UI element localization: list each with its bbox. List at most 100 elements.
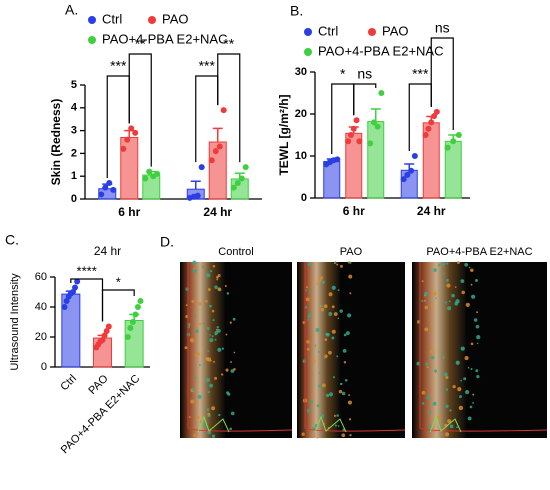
- speckle: [430, 355, 435, 360]
- speckle: [444, 301, 447, 304]
- y-tick-label: 5: [71, 79, 77, 91]
- speckle: [224, 285, 227, 288]
- speckle: [211, 406, 216, 411]
- error-bar: [370, 108, 381, 122]
- data-point: [72, 284, 79, 291]
- speckle: [435, 297, 437, 299]
- speckle: [216, 275, 219, 279]
- significance-bracket: [430, 37, 454, 130]
- speckle: [449, 409, 452, 412]
- speckle: [343, 333, 347, 337]
- speckle: [443, 272, 446, 275]
- speckle: [336, 414, 339, 417]
- data-point: [404, 171, 411, 178]
- speckle: [305, 289, 308, 292]
- speckle: [191, 299, 195, 303]
- speckle: [465, 390, 468, 393]
- speckle: [214, 338, 217, 341]
- data-point: [132, 129, 139, 136]
- speckle: [197, 394, 202, 399]
- speckle: [424, 305, 429, 310]
- speckle: [211, 335, 214, 338]
- speckle: [460, 379, 463, 382]
- speckle: [215, 328, 218, 331]
- speckle: [323, 357, 326, 360]
- significance-label: ns: [357, 66, 372, 82]
- speckle: [473, 318, 478, 322]
- speckle: [432, 401, 437, 406]
- speckle: [197, 301, 202, 306]
- speckle: [449, 424, 454, 429]
- data-point: [411, 153, 418, 159]
- x-tick-label: Ctrl: [58, 373, 79, 394]
- speckle: [441, 262, 446, 266]
- speckle: [207, 288, 211, 292]
- speckle: [209, 269, 213, 273]
- bar: [367, 121, 385, 199]
- trace-line: [187, 262, 293, 432]
- data-point: [194, 192, 201, 199]
- speckle: [305, 286, 308, 289]
- speckle: [211, 434, 216, 438]
- ultrasound-image: [297, 261, 406, 439]
- significance-label: ****: [77, 263, 97, 278]
- y-tick-label: 3: [71, 125, 77, 137]
- data-point: [198, 164, 205, 171]
- speckle: [328, 292, 333, 297]
- speckle: [337, 425, 340, 427]
- speckle: [218, 413, 221, 417]
- speckle: [205, 299, 208, 303]
- legend-label: PAO+4-PBA E2+NAC: [102, 31, 228, 46]
- data-point: [234, 180, 241, 187]
- speckle: [230, 369, 235, 373]
- speckle: [332, 376, 336, 379]
- trace-line: [197, 415, 230, 433]
- y-tick-label: 0: [41, 361, 47, 373]
- speckle: [343, 361, 347, 364]
- data-point: [128, 125, 135, 132]
- tissue-band: [297, 262, 341, 438]
- speckle: [470, 342, 474, 346]
- speckle: [323, 304, 328, 309]
- speckle: [198, 322, 202, 326]
- speckle: [315, 327, 320, 333]
- data-point: [334, 156, 341, 163]
- speckle: [192, 268, 197, 273]
- speckle: [306, 408, 311, 413]
- image-label: PAO: [340, 246, 363, 258]
- speckle: [421, 402, 425, 405]
- speckle: [445, 375, 449, 379]
- trace-line: [304, 262, 406, 432]
- speckle: [213, 360, 216, 363]
- speckle: [427, 411, 431, 415]
- tissue-band: [412, 262, 466, 438]
- error-bar: [190, 180, 201, 190]
- speckle: [430, 304, 434, 307]
- speckle: [193, 434, 197, 437]
- speckle: [314, 344, 317, 347]
- speckle: [324, 354, 328, 359]
- speckle: [445, 388, 449, 391]
- speckle: [432, 291, 437, 296]
- speckle: [217, 347, 222, 352]
- significance-label: *: [116, 274, 121, 289]
- speckle: [452, 384, 456, 389]
- data-point: [105, 323, 112, 330]
- speckle: [316, 282, 319, 285]
- significance-bracket: [217, 53, 241, 163]
- speckle: [305, 297, 310, 302]
- speckle: [196, 352, 200, 356]
- legend-marker: [368, 28, 376, 36]
- data-point: [120, 145, 127, 152]
- data-point: [212, 148, 219, 155]
- y-tick-label: 60: [35, 271, 47, 283]
- legend-label: Ctrl: [318, 23, 338, 38]
- speckle: [455, 299, 460, 304]
- data-point: [353, 117, 360, 124]
- y-axis-label: Ultrasound Intensity: [9, 273, 21, 371]
- speckle: [448, 300, 451, 303]
- speckle: [470, 268, 474, 273]
- speckle: [207, 350, 210, 353]
- speckle: [464, 262, 469, 267]
- speckle: [324, 338, 328, 341]
